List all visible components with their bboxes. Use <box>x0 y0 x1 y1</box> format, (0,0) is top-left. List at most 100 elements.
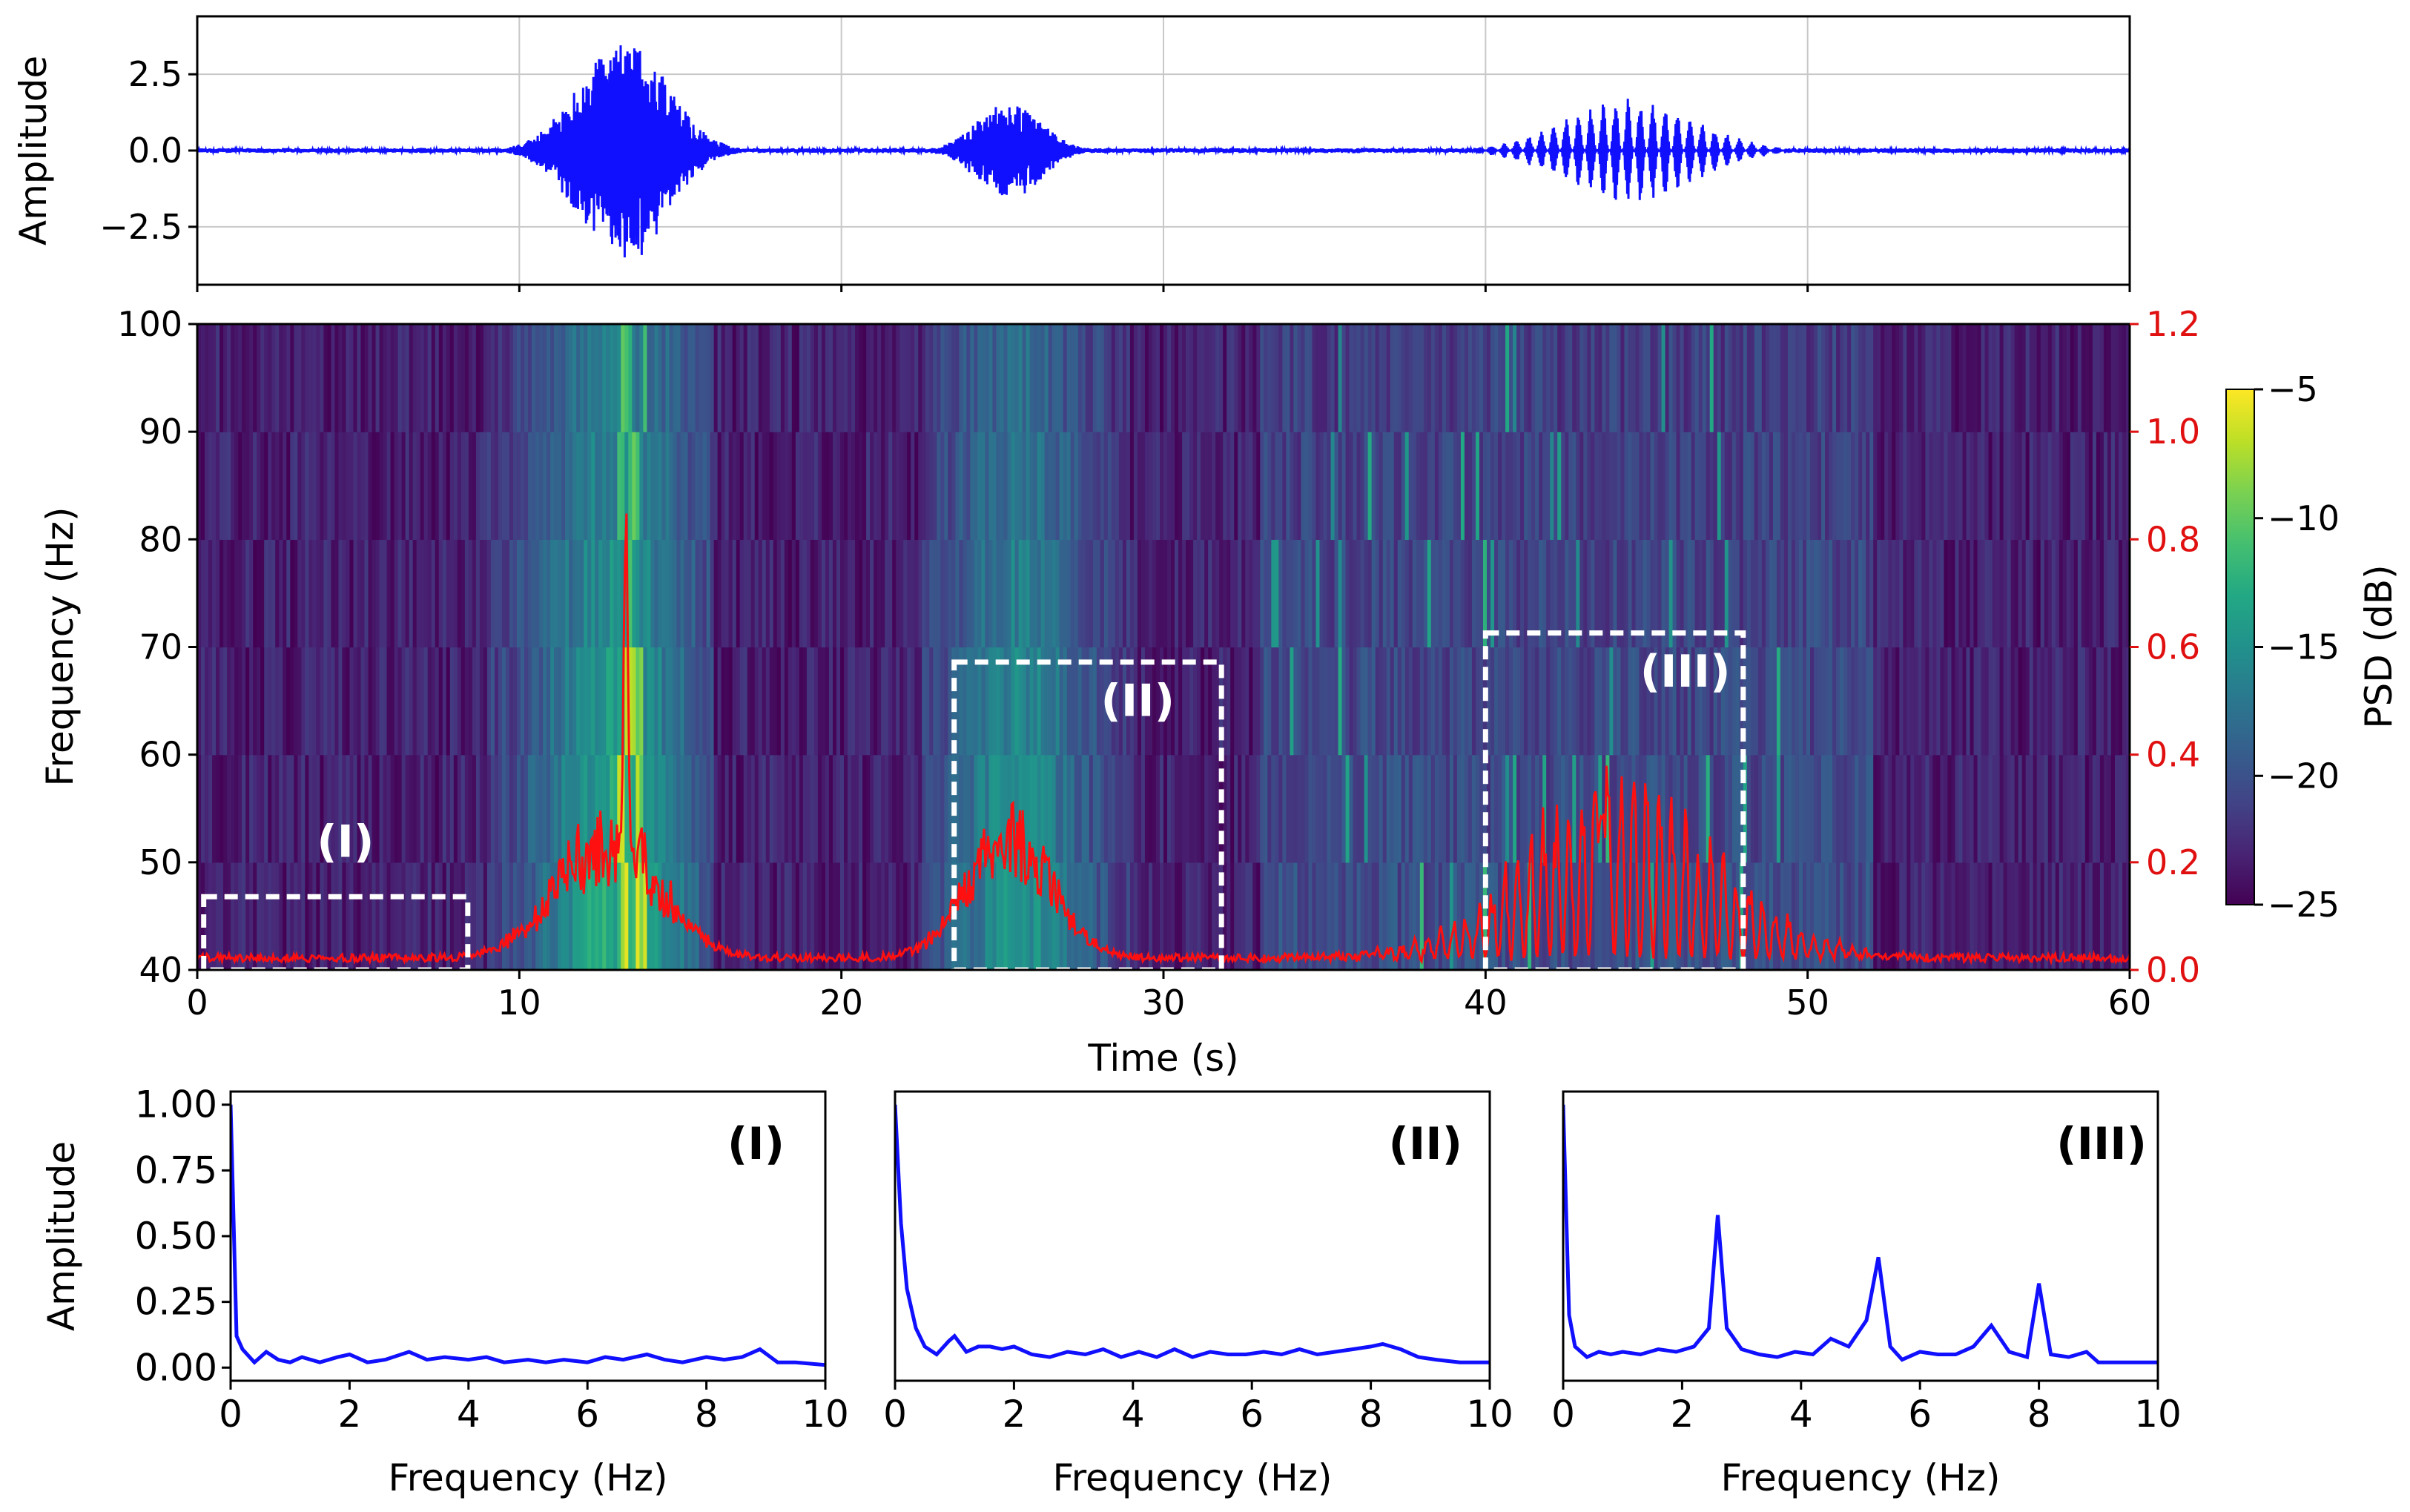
heatmap-cell <box>1442 647 1447 756</box>
heatmap-cell <box>1227 647 1231 756</box>
heatmap-cell <box>1286 862 1290 970</box>
heatmap-cell <box>806 862 811 970</box>
heatmap-cell <box>754 324 759 432</box>
heatmap-cell <box>1167 324 1172 432</box>
heatmap-cell <box>234 539 239 648</box>
heatmap-cell <box>724 324 730 432</box>
heatmap-cell <box>1605 539 1610 648</box>
spectrum-i-line <box>231 1104 825 1367</box>
heatmap-cell <box>1040 647 1046 756</box>
heatmap-cell <box>1951 539 1956 648</box>
heatmap-cell <box>1765 539 1770 648</box>
heatmap-cell <box>1397 862 1402 970</box>
heatmap-cell <box>416 862 421 970</box>
heatmap-cell <box>1520 324 1525 432</box>
heatmap-cell <box>1772 754 1777 863</box>
heatmap-cell <box>899 754 904 863</box>
heatmap-cell <box>1014 862 1020 970</box>
heatmap-cell <box>208 862 213 970</box>
spec-right-ytick-label: 0.4 <box>2146 735 2200 775</box>
heatmap-cell <box>2010 539 2016 648</box>
heatmap-cell <box>1598 432 1602 540</box>
heatmap-cell <box>386 432 392 540</box>
heatmap-cell <box>227 432 231 540</box>
heatmap-cell <box>888 754 893 863</box>
heatmap-cell <box>516 862 521 970</box>
heatmap-cell <box>334 539 340 648</box>
heatmap-cell <box>1881 324 1885 432</box>
heatmap-cell <box>1502 432 1506 540</box>
heatmap-cell <box>1643 324 1648 432</box>
heatmap-cell <box>1159 539 1164 648</box>
heatmap-cell <box>1241 324 1246 432</box>
heatmap-cell <box>632 432 636 540</box>
heatmap-cell <box>1906 432 1911 540</box>
heatmap-cell <box>1230 862 1235 970</box>
heatmap-cell <box>249 432 254 540</box>
heatmap-cell <box>2036 862 2041 970</box>
heatmap-cell <box>490 432 495 540</box>
heatmap-cell <box>1554 324 1558 432</box>
heatmap-cell <box>1535 432 1539 540</box>
heatmap-cell <box>1810 432 1815 540</box>
spec-ytick-label: 80 <box>139 519 182 559</box>
heatmap-cell <box>981 324 986 432</box>
heatmap-cell <box>992 539 997 648</box>
heatmap-cell <box>342 432 347 540</box>
heatmap-cell <box>1070 432 1075 540</box>
heatmap-cell <box>2007 862 2012 970</box>
heatmap-cell <box>1278 432 1283 540</box>
heatmap-cell <box>1453 432 1458 540</box>
heatmap-cell <box>584 754 588 863</box>
heatmap-cell <box>802 754 808 863</box>
heatmap-cell <box>1371 539 1376 648</box>
heatmap-cell <box>1327 324 1332 432</box>
heatmap-cell <box>1089 754 1094 863</box>
heatmap-cell <box>1408 754 1413 863</box>
heatmap-cell <box>874 324 878 432</box>
heatmap-cell <box>2103 862 2108 970</box>
heatmap-cell <box>1783 647 1789 756</box>
heatmap-cell <box>970 324 975 432</box>
heatmap-cell <box>1349 539 1354 648</box>
heatmap-cell <box>888 324 893 432</box>
heatmap-cell <box>1743 647 1748 756</box>
heatmap-cell <box>844 432 848 540</box>
heatmap-cell <box>1386 862 1391 970</box>
heatmap-cell <box>750 432 756 540</box>
heatmap-cell <box>1434 432 1439 540</box>
heatmap-cell <box>2029 862 2034 970</box>
heatmap-cell <box>249 539 254 648</box>
heatmap-cell <box>1471 432 1476 540</box>
heatmap-cell <box>1668 539 1674 648</box>
heatmap-cell <box>1416 754 1421 863</box>
heatmap-cell <box>1869 754 1874 863</box>
heatmap-cell <box>802 647 808 756</box>
heatmap-cell <box>260 754 265 863</box>
heatmap-cell <box>1750 539 1755 648</box>
heatmap-cell <box>1345 754 1350 863</box>
heatmap-cell <box>702 754 707 863</box>
heatmap-cell <box>257 539 261 648</box>
heatmap-cell <box>1579 432 1584 540</box>
heatmap-cell <box>1798 647 1803 756</box>
heatmap-cell <box>1208 647 1212 756</box>
heatmap-cell <box>2092 754 2097 863</box>
heatmap-cell <box>260 324 265 432</box>
heatmap-cell <box>1482 432 1488 540</box>
heatmap-cell <box>346 539 351 648</box>
heatmap-cell <box>1129 539 1135 648</box>
heatmap-cell <box>509 432 514 540</box>
heatmap-cell <box>1761 432 1766 540</box>
heatmap-cell <box>791 647 796 756</box>
heatmap-cell <box>1323 539 1328 648</box>
heatmap-cell <box>788 324 793 432</box>
heatmap-cell <box>427 754 432 863</box>
heatmap-cell <box>312 862 317 970</box>
heatmap-cell <box>1565 754 1569 863</box>
heatmap-cell <box>955 862 960 970</box>
heatmap-cell <box>2044 324 2049 432</box>
heatmap-cell <box>810 432 815 540</box>
heatmap-cell <box>635 324 640 432</box>
heatmap-cell <box>1795 754 1800 863</box>
